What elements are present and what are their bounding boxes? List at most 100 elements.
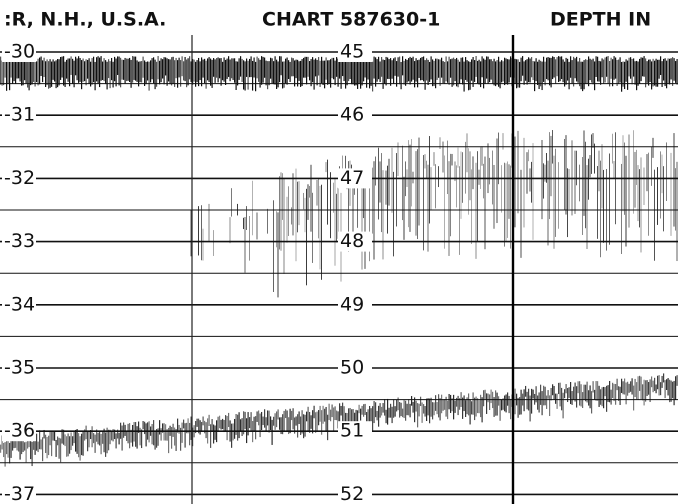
trace-band bbox=[617, 60, 618, 86]
bottom-band bbox=[273, 417, 274, 426]
scale-label: 51 bbox=[340, 420, 364, 442]
bottom-band bbox=[441, 395, 442, 414]
bottom-band bbox=[495, 390, 496, 415]
bottom-band bbox=[521, 390, 522, 415]
bottom-band bbox=[272, 420, 273, 445]
trace-band bbox=[416, 58, 417, 81]
trace-band bbox=[245, 61, 246, 90]
bottom-band bbox=[228, 413, 229, 427]
bottom-band bbox=[462, 398, 463, 419]
trace-band bbox=[152, 58, 153, 79]
bottom-band bbox=[132, 425, 133, 447]
echo-cloud bbox=[609, 153, 610, 244]
trace-band bbox=[264, 58, 265, 78]
trace-band bbox=[237, 62, 238, 86]
trace-band bbox=[648, 60, 649, 86]
trace-band bbox=[440, 60, 441, 86]
trace-band bbox=[540, 61, 541, 87]
bottom-band bbox=[591, 391, 592, 413]
echo-cloud bbox=[461, 151, 462, 218]
trace-band bbox=[527, 59, 528, 84]
trace-band bbox=[137, 60, 138, 82]
scale-label: -34 bbox=[4, 293, 35, 315]
trace-band bbox=[287, 58, 288, 85]
trace-band bbox=[110, 61, 111, 88]
echo-cloud bbox=[518, 131, 519, 213]
trace-band bbox=[626, 59, 627, 81]
bottom-band bbox=[179, 425, 180, 434]
trace-band bbox=[453, 58, 454, 86]
trace-band bbox=[363, 60, 364, 81]
echo-cloud bbox=[467, 133, 468, 172]
trace-band bbox=[285, 59, 286, 83]
trace-band bbox=[504, 58, 505, 85]
trace-band bbox=[564, 62, 565, 87]
echo-cloud bbox=[675, 168, 676, 230]
bottom-band bbox=[381, 407, 382, 416]
trace-band bbox=[182, 56, 183, 76]
bottom-band bbox=[642, 384, 643, 400]
echo-sounder-chart: -30-31-32-33-34-35-36-374546474849505152… bbox=[0, 0, 678, 504]
bottom-band bbox=[594, 390, 595, 400]
trace-band bbox=[321, 57, 322, 83]
echo-cloud bbox=[363, 188, 364, 218]
trace-band bbox=[521, 58, 522, 82]
bottom-band bbox=[201, 422, 202, 431]
echo-cloud bbox=[318, 179, 319, 239]
trace-band bbox=[273, 61, 274, 84]
trace-band bbox=[21, 59, 22, 86]
trace-band bbox=[449, 57, 450, 85]
echo-cloud bbox=[293, 173, 294, 235]
echo-cloud bbox=[635, 152, 636, 208]
trace-band bbox=[71, 56, 72, 75]
trace-band bbox=[138, 62, 139, 87]
trace-band bbox=[393, 58, 394, 83]
trace-band bbox=[159, 61, 160, 85]
bottom-band bbox=[609, 381, 610, 402]
bottom-band bbox=[308, 407, 309, 432]
trace-band bbox=[663, 59, 664, 81]
trace-band bbox=[488, 57, 489, 84]
trace-band bbox=[93, 57, 94, 82]
trace-band bbox=[176, 58, 177, 78]
trace-band bbox=[48, 61, 49, 89]
trace-band bbox=[392, 60, 393, 78]
trace-band bbox=[422, 57, 423, 80]
echo-cloud bbox=[336, 194, 337, 243]
bottom-band bbox=[657, 376, 658, 389]
trace-band bbox=[656, 59, 657, 87]
trace-band bbox=[132, 56, 133, 83]
echo-cloud bbox=[657, 167, 658, 225]
echo-cloud bbox=[404, 177, 405, 240]
bottom-band bbox=[437, 402, 438, 414]
trace-band bbox=[80, 58, 81, 82]
echo-cloud bbox=[198, 206, 199, 255]
bottom-band bbox=[641, 377, 642, 400]
trace-band bbox=[672, 57, 673, 86]
trace-band bbox=[290, 62, 291, 82]
bottom-band bbox=[596, 381, 597, 401]
bottom-band bbox=[533, 390, 534, 399]
bottom-band bbox=[77, 429, 78, 454]
bottom-band bbox=[402, 409, 403, 418]
trace-band bbox=[309, 61, 310, 80]
trace-band bbox=[141, 61, 142, 82]
trace-band bbox=[638, 62, 639, 86]
trace-band bbox=[492, 61, 493, 84]
echo-cloud bbox=[641, 157, 642, 252]
trace-band bbox=[305, 57, 306, 78]
echo-cloud bbox=[480, 147, 481, 189]
bottom-band bbox=[159, 420, 160, 434]
echo-cloud bbox=[543, 163, 544, 198]
trace-band bbox=[552, 56, 553, 79]
bottom-band bbox=[489, 394, 490, 410]
trace-band bbox=[531, 57, 532, 77]
bottom-band bbox=[137, 426, 138, 448]
bottom-band bbox=[435, 395, 436, 411]
bottom-band bbox=[578, 381, 579, 393]
trace-band bbox=[323, 61, 324, 85]
bottom-band bbox=[47, 437, 48, 458]
trace-band bbox=[104, 58, 105, 81]
bottom-band bbox=[546, 396, 547, 409]
echo-cloud bbox=[555, 149, 556, 237]
